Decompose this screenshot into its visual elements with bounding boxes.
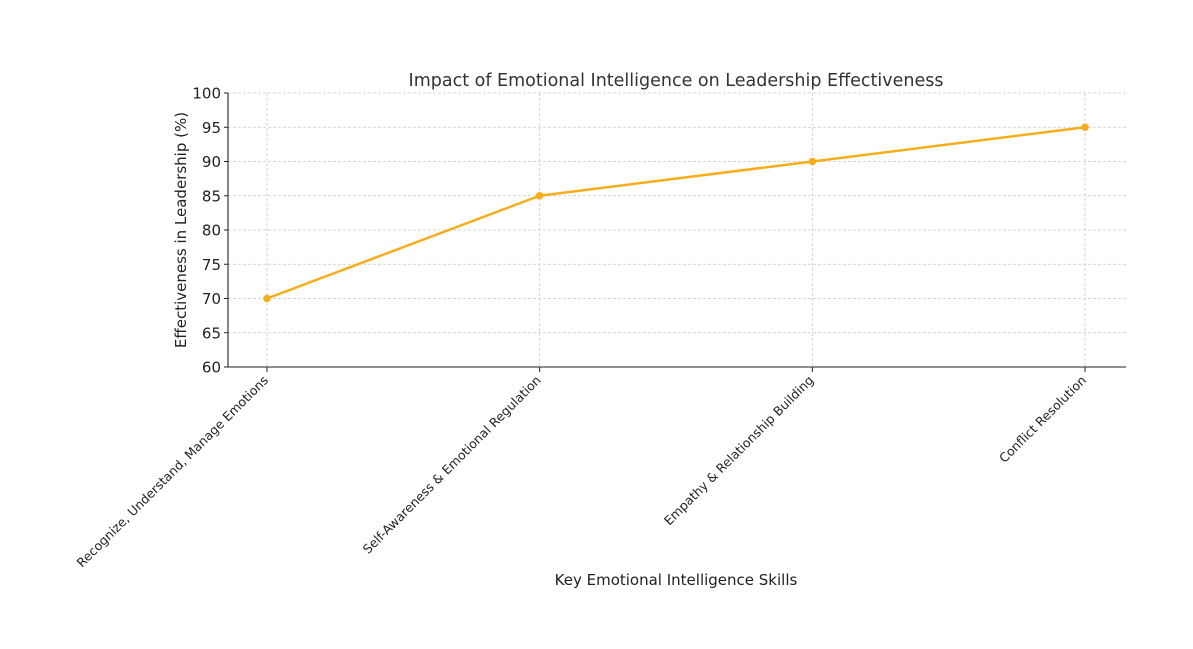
x-tick-label: Recognize, Understand, Manage Emotions — [74, 373, 272, 571]
series-layer — [263, 123, 1089, 303]
y-axis-label: Effectiveness in Leadership (%) — [172, 112, 190, 348]
y-tick-label: 95 — [202, 119, 221, 137]
x-tick-label: Empathy & Relationship Building — [661, 373, 817, 529]
y-tick-label: 85 — [202, 187, 221, 205]
x-tick-label: Self-Awareness & Emotional Regulation — [360, 373, 544, 557]
data-point — [263, 294, 271, 303]
x-tick-label: Conflict Resolution — [996, 373, 1089, 466]
ticks-layer: 60 65 70 75 80 85 90 95 100 Recognize, Understand… — [74, 85, 1090, 571]
y-tick-label: 60 — [202, 359, 221, 377]
y-tick-label: 100 — [192, 85, 221, 103]
y-tick-label: 70 — [202, 290, 221, 308]
y-tick-label: 90 — [202, 153, 221, 171]
series-line — [265, 126, 1087, 300]
axes-layer — [227, 93, 1126, 368]
y-tick-label: 80 — [202, 222, 221, 240]
x-axis-label: Key Emotional Intelligence Skills — [555, 571, 798, 589]
data-point — [1081, 123, 1089, 132]
chart-title: Impact of Emotional Intelligence on Lead… — [409, 71, 944, 91]
grid-layer — [228, 92, 1126, 368]
data-point — [808, 157, 817, 166]
y-tick-label: 65 — [202, 324, 221, 342]
y-tick-label: 75 — [202, 256, 221, 274]
data-point — [535, 191, 544, 200]
